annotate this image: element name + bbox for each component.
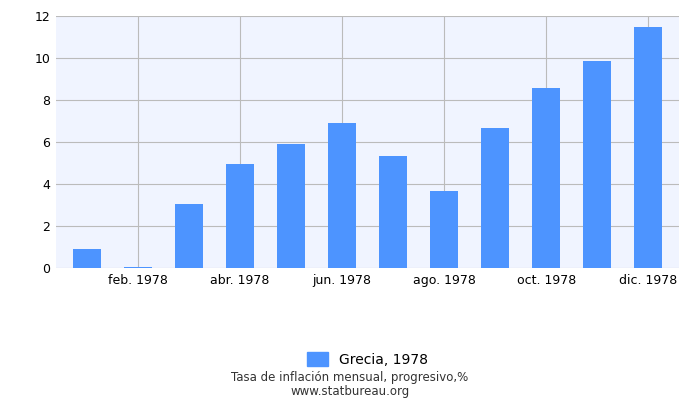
- Bar: [277, 144, 305, 268]
- Bar: [379, 156, 407, 268]
- Text: www.statbureau.org: www.statbureau.org: [290, 386, 410, 398]
- Bar: [328, 123, 356, 268]
- Bar: [124, 266, 152, 268]
- Bar: [226, 164, 254, 268]
- Text: Tasa de inflación mensual, progresivo,%: Tasa de inflación mensual, progresivo,%: [232, 372, 468, 384]
- Bar: [430, 191, 458, 268]
- Legend: Grecia, 1978: Grecia, 1978: [307, 352, 428, 367]
- Bar: [532, 88, 560, 268]
- Bar: [583, 61, 611, 268]
- Bar: [73, 249, 101, 268]
- Bar: [175, 204, 203, 268]
- Bar: [634, 26, 662, 268]
- Bar: [481, 128, 509, 268]
